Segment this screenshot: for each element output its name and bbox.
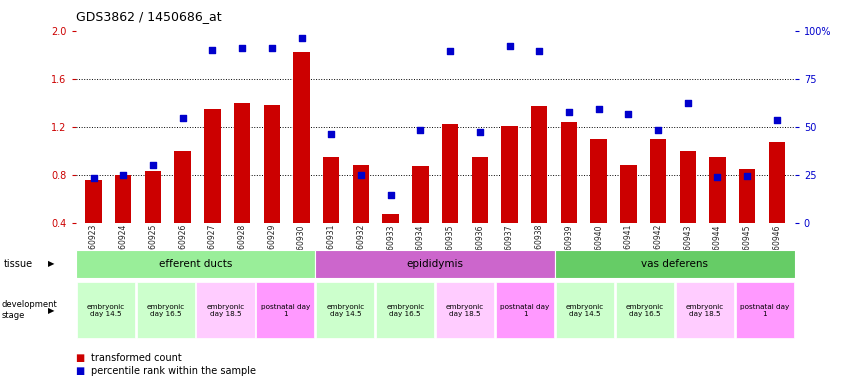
Text: embryonic
day 16.5: embryonic day 16.5 <box>386 304 425 316</box>
Bar <box>501 126 518 223</box>
Text: percentile rank within the sample: percentile rank within the sample <box>91 366 256 376</box>
Point <box>770 116 784 122</box>
Text: postnatal day
1: postnatal day 1 <box>261 304 310 316</box>
Point <box>265 45 278 51</box>
Bar <box>739 169 755 223</box>
Point <box>325 131 338 137</box>
Text: embryonic
day 16.5: embryonic day 16.5 <box>146 304 185 316</box>
Point <box>117 172 130 178</box>
Bar <box>383 214 399 223</box>
Text: ▶: ▶ <box>48 260 55 268</box>
Text: embryonic
day 18.5: embryonic day 18.5 <box>685 304 724 316</box>
Bar <box>136 282 194 338</box>
Bar <box>76 250 315 278</box>
Bar <box>257 282 315 338</box>
Text: postnatal day
1: postnatal day 1 <box>740 304 790 316</box>
Text: postnatal day
1: postnatal day 1 <box>500 304 550 316</box>
Bar <box>680 151 696 223</box>
Point <box>711 174 724 180</box>
Bar <box>316 282 374 338</box>
Bar <box>769 142 785 223</box>
Text: efferent ducts: efferent ducts <box>159 259 232 269</box>
Point <box>414 127 427 133</box>
Point <box>443 48 457 54</box>
Point <box>651 127 664 133</box>
Text: vas deferens: vas deferens <box>642 259 708 269</box>
Bar <box>412 166 429 223</box>
Point <box>176 115 189 121</box>
Bar <box>709 157 726 223</box>
Point <box>384 192 398 198</box>
Bar <box>294 52 309 223</box>
Point <box>532 48 546 54</box>
Bar <box>115 175 131 223</box>
Point <box>562 109 575 116</box>
Bar <box>496 282 554 338</box>
Point <box>592 106 606 112</box>
Text: embryonic
day 18.5: embryonic day 18.5 <box>206 304 245 316</box>
Point <box>621 111 635 117</box>
Bar <box>556 282 614 338</box>
Bar <box>472 157 488 223</box>
Point <box>87 175 100 181</box>
Point <box>354 172 368 178</box>
Bar <box>174 151 191 223</box>
Point <box>473 129 486 135</box>
Bar <box>650 139 666 223</box>
Bar <box>197 282 255 338</box>
Bar <box>323 157 340 223</box>
Point <box>235 45 249 51</box>
Bar <box>590 139 607 223</box>
Point <box>740 173 754 179</box>
Text: embryonic
day 14.5: embryonic day 14.5 <box>566 304 604 316</box>
Text: ■: ■ <box>76 366 88 376</box>
Bar <box>85 180 102 223</box>
Text: transformed count: transformed count <box>91 353 182 363</box>
Bar <box>442 124 458 223</box>
Bar <box>352 165 369 223</box>
Bar <box>263 105 280 223</box>
Text: development
stage: development stage <box>2 300 57 320</box>
Bar <box>555 250 795 278</box>
Bar <box>616 282 674 338</box>
Bar <box>145 171 161 223</box>
Point <box>146 161 160 167</box>
Bar <box>315 250 555 278</box>
Point <box>206 47 220 53</box>
Bar <box>436 282 495 338</box>
Bar <box>561 122 577 223</box>
Text: embryonic
day 16.5: embryonic day 16.5 <box>626 304 664 316</box>
Text: tissue: tissue <box>4 259 34 269</box>
Text: embryonic
day 18.5: embryonic day 18.5 <box>446 304 484 316</box>
Bar <box>376 282 434 338</box>
Text: ▶: ▶ <box>48 306 55 314</box>
Text: epididymis: epididymis <box>407 259 463 269</box>
Bar <box>77 282 135 338</box>
Point <box>503 43 516 50</box>
Bar <box>620 165 637 223</box>
Bar <box>531 106 547 223</box>
Bar <box>676 282 734 338</box>
Text: embryonic
day 14.5: embryonic day 14.5 <box>87 304 124 316</box>
Bar <box>204 109 220 223</box>
Bar <box>234 103 251 223</box>
Bar <box>736 282 794 338</box>
Text: GDS3862 / 1450686_at: GDS3862 / 1450686_at <box>76 10 221 23</box>
Text: embryonic
day 14.5: embryonic day 14.5 <box>326 304 364 316</box>
Point <box>681 100 695 106</box>
Text: ■: ■ <box>76 353 88 363</box>
Point <box>295 35 309 41</box>
